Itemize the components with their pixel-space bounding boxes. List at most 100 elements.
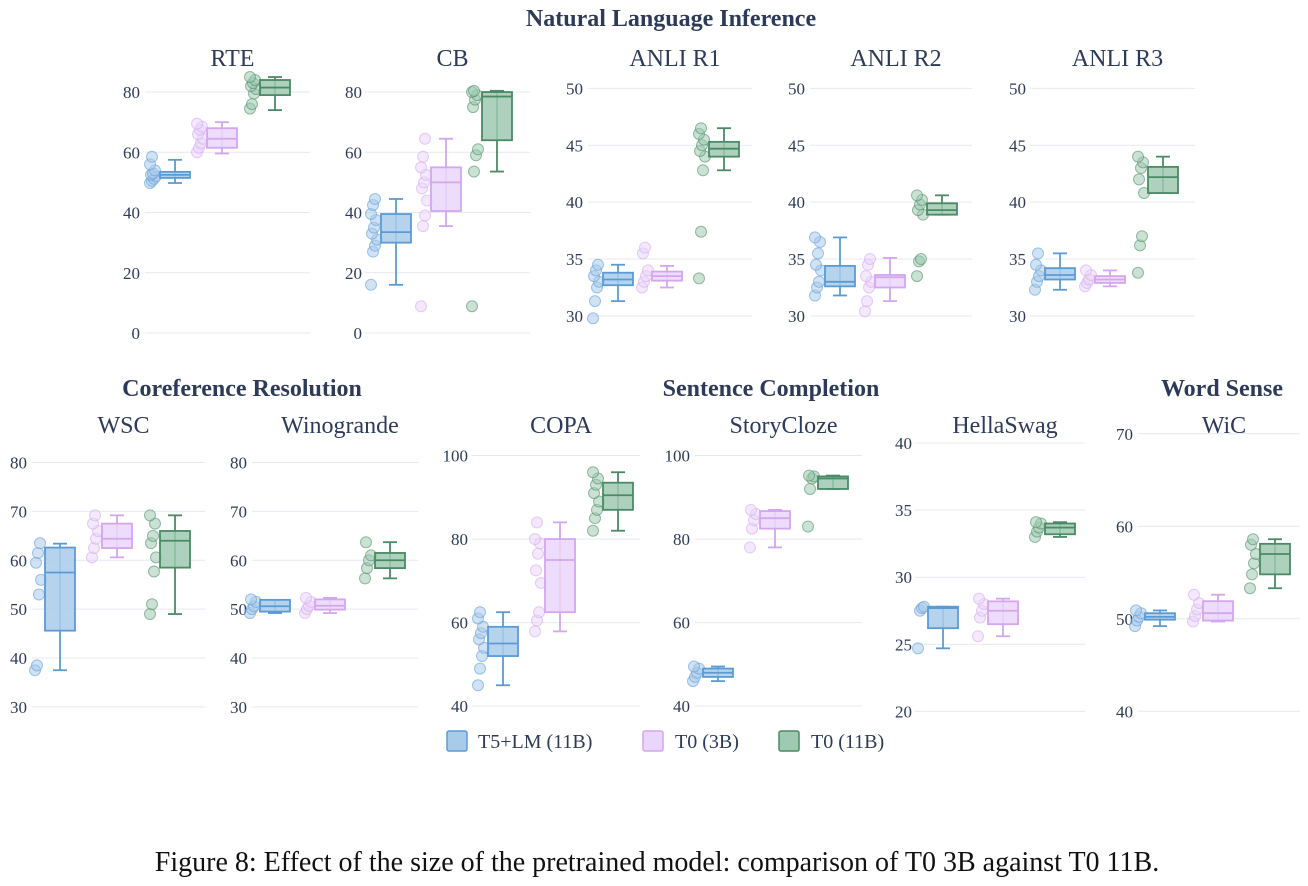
data-point: [33, 588, 45, 601]
panel-title-anli-r2: ANLI R2: [850, 46, 941, 72]
y-tick-label: 35: [566, 250, 583, 269]
data-point: [359, 572, 371, 585]
box-anli-r2-t5-lm-11b: [809, 231, 856, 302]
data-point: [1030, 258, 1042, 271]
data-point: [744, 541, 756, 554]
iqr-box: [927, 605, 959, 630]
data-point: [415, 161, 427, 174]
panel-storycloze: StoryCloze 40 60 80 100: [665, 413, 862, 716]
box-cb-t0-11b: [466, 84, 513, 313]
group-title-coreference: Coreference Resolution: [122, 376, 362, 402]
data-point: [530, 564, 542, 577]
y-tick-label: 50: [1116, 610, 1133, 629]
box-hellaswag-t0-11b: [1029, 516, 1076, 543]
data-point: [417, 150, 429, 163]
y-tick-label: 50: [1009, 79, 1026, 98]
iqr-box: [481, 91, 513, 142]
y-tick-label: 70: [230, 502, 247, 521]
iqr-box: [44, 546, 76, 632]
y-tick-label: 25: [895, 635, 912, 654]
data-point: [1247, 533, 1259, 546]
iqr-box: [1044, 267, 1076, 281]
data-point: [360, 536, 372, 549]
panel-title-copa: COPA: [530, 413, 592, 439]
y-tick-label: 40: [673, 697, 690, 716]
y-tick-label: 35: [788, 250, 805, 269]
iqr-box: [1259, 542, 1291, 576]
box-cb-t0-3b: [415, 132, 462, 313]
iqr-box: [987, 600, 1019, 626]
box-cb-t5-lm-11b: [365, 192, 412, 291]
data-point: [911, 189, 923, 202]
data-point: [146, 150, 158, 163]
box-copa-t0-3b: [529, 516, 576, 638]
y-tick-label: 45: [1009, 136, 1026, 155]
y-tick-label: 45: [566, 136, 583, 155]
y-tick-label: 80: [230, 454, 247, 473]
data-point: [415, 300, 427, 313]
data-point: [802, 520, 814, 533]
data-point: [1030, 516, 1042, 529]
box-storycloze-t0-11b: [802, 469, 849, 533]
data-point: [587, 312, 599, 325]
y-tick-label: 60: [345, 143, 362, 162]
data-point: [587, 524, 599, 537]
panel-anli-r1: ANLI R1 30 35 40 45 50: [566, 46, 752, 326]
y-tick-label: 60: [1116, 517, 1133, 536]
box-winogrande-t0-11b: [359, 536, 406, 585]
data-point: [466, 300, 478, 313]
y-tick-label: 40: [566, 193, 583, 212]
y-tick-label: 20: [895, 702, 912, 721]
y-tick-label: 20: [345, 264, 362, 283]
box-copa-t5-lm-11b: [472, 606, 519, 692]
legend-swatch-t0-3b: [642, 730, 664, 752]
box-anli-r1-t5-lm-11b: [587, 258, 634, 325]
panel-cb: CB 0 20 40 60 80: [345, 46, 530, 343]
data-point: [529, 625, 541, 638]
data-point: [1136, 230, 1148, 243]
data-point: [860, 270, 872, 283]
y-tick-label: 30: [566, 307, 583, 326]
panel-rte: RTE 0 20 40 60 80: [123, 46, 310, 343]
y-tick-label: 50: [566, 79, 583, 98]
box-anli-r2-t0-11b: [911, 189, 958, 283]
chart-panels: RTE 0 20 40 60 80 CB 0 20 40 60 80 ANLI R1 30 35 40 45 50…: [10, 46, 1300, 721]
data-point: [468, 165, 480, 178]
y-tick-label: 30: [1009, 307, 1026, 326]
data-point: [1130, 604, 1142, 617]
iqr-box: [1147, 165, 1179, 194]
panel-title-winogrande: Winogrande: [281, 413, 399, 439]
box-wsc-t5-lm-11b: [29, 537, 76, 677]
y-tick-label: 50: [788, 79, 805, 98]
data-point: [587, 466, 599, 479]
data-point: [695, 225, 707, 238]
y-tick-label: 40: [1009, 193, 1026, 212]
iqr-box: [314, 598, 346, 611]
box-storycloze-t0-3b: [744, 503, 791, 554]
data-point: [639, 241, 651, 254]
y-tick-label: 40: [451, 697, 468, 716]
legend-label-t5lm: T5+LM (11B): [478, 731, 592, 753]
data-point: [972, 630, 984, 643]
panel-hellaswag: HellaSwag 20 25 30 35 40: [895, 413, 1085, 721]
y-tick-label: 60: [230, 551, 247, 570]
panel-title-wsc: WSC: [97, 413, 149, 439]
data-point: [244, 71, 256, 83]
legend-label-t0-3b: T0 (3B): [675, 731, 739, 753]
iqr-box: [159, 530, 191, 569]
box-copa-t0-11b: [587, 466, 634, 537]
y-tick-label: 40: [895, 434, 912, 453]
data-point: [32, 546, 44, 559]
data-point: [1244, 582, 1256, 595]
y-tick-label: 80: [10, 454, 27, 473]
group-title-sentence-completion: Sentence Completion: [663, 376, 880, 402]
group-title-nli: Natural Language Inference: [526, 6, 817, 32]
data-point: [859, 305, 871, 318]
data-point: [419, 209, 431, 222]
data-point: [861, 295, 873, 308]
y-tick-label: 60: [673, 614, 690, 633]
data-point: [1080, 264, 1092, 277]
y-tick-label: 60: [451, 614, 468, 633]
y-tick-label: 20: [123, 264, 140, 283]
iqr-box: [544, 538, 576, 614]
